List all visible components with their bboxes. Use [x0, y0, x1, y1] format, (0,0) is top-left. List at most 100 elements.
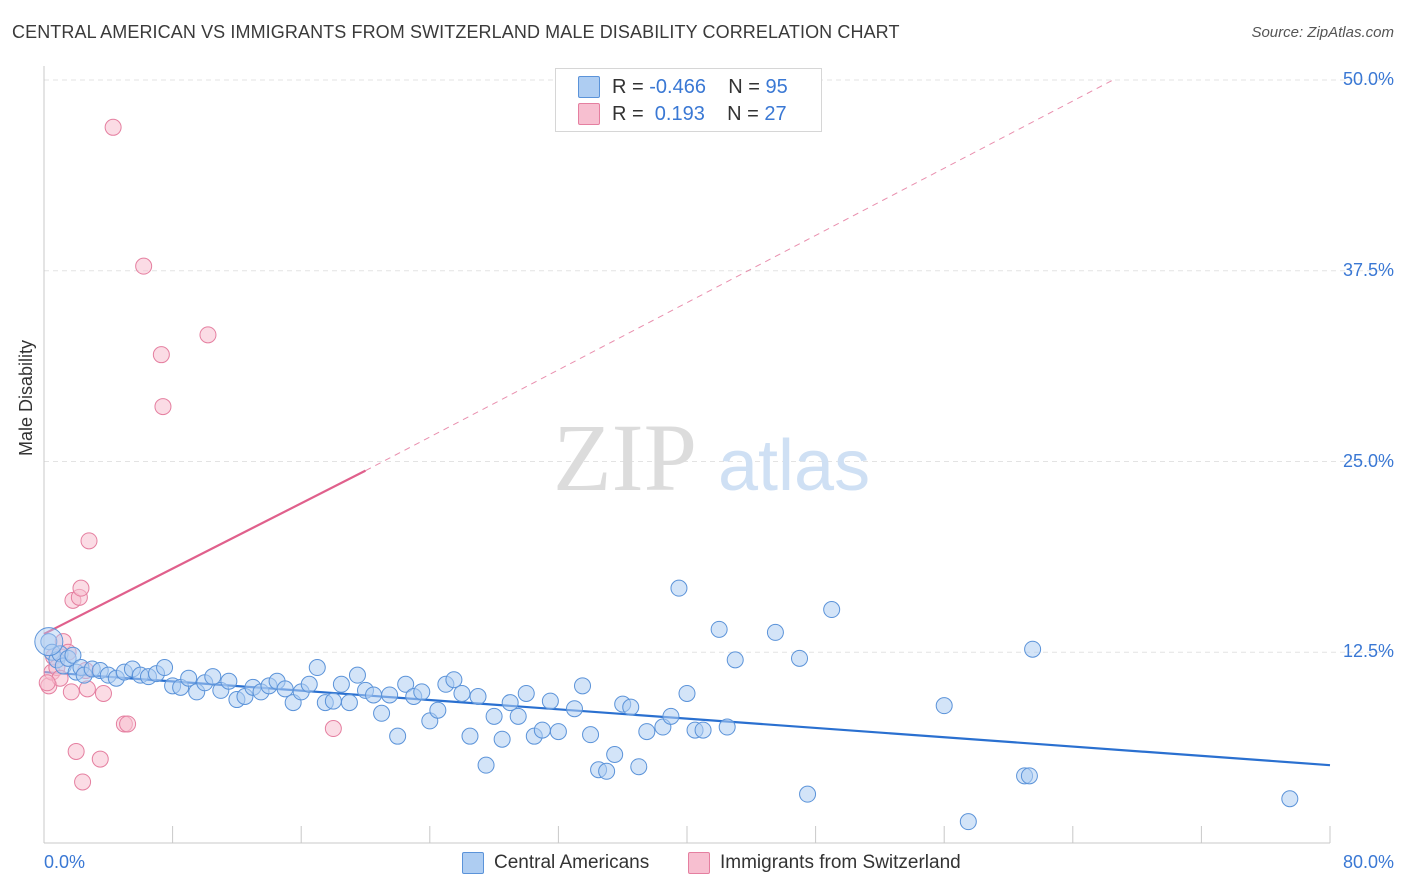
- point-central-americans: [485, 707, 503, 725]
- point-central-americans: [959, 813, 977, 831]
- y-tick-label: 37.5%: [1342, 259, 1394, 280]
- point-central-americans: [373, 704, 391, 722]
- point-central-americans: [461, 727, 479, 745]
- point-central-americans: [823, 601, 841, 619]
- source-label: Source: ZipAtlas.com: [1251, 24, 1394, 41]
- point-central-americans: [799, 785, 817, 803]
- point-immigrants-switzerland: [91, 750, 109, 768]
- point-central-americans: [726, 651, 744, 669]
- y-tick-label: 25.0%: [1342, 450, 1394, 471]
- legend-n-value: 95: [765, 75, 788, 98]
- watermark: ZIP atlas: [553, 404, 870, 511]
- point-central-americans: [606, 745, 624, 763]
- grid-lines: [44, 79, 1392, 653]
- point-central-americans: [598, 762, 616, 780]
- point-central-americans: [533, 721, 551, 739]
- axes: [43, 66, 1331, 844]
- point-central-americans: [501, 694, 519, 712]
- point-central-americans: [381, 686, 399, 704]
- point-central-americans: [300, 675, 318, 693]
- point-central-americans: [582, 726, 600, 744]
- point-central-americans: [565, 700, 583, 718]
- point-central-americans-cluster: [34, 627, 64, 657]
- point-central-americans: [220, 672, 238, 690]
- legend-swatch-blue: [462, 852, 484, 874]
- point-central-americans: [791, 649, 809, 667]
- point-central-americans: [204, 668, 222, 686]
- point-immigrants-switzerland: [72, 579, 90, 597]
- y-tick-label: 12.5%: [1342, 641, 1394, 662]
- point-immigrants-switzerland: [62, 683, 80, 701]
- watermark-atlas: atlas: [718, 426, 870, 506]
- point-central-americans: [413, 683, 431, 701]
- point-central-americans: [348, 666, 366, 684]
- point-central-americans: [670, 579, 688, 597]
- legend-label-central: Central Americans: [494, 852, 650, 873]
- point-immigrants-switzerland: [74, 773, 92, 791]
- legend-r-label: R =: [612, 102, 650, 125]
- point-immigrants-switzerland: [199, 326, 217, 344]
- point-central-americans: [156, 659, 174, 677]
- point-central-americans: [332, 675, 350, 693]
- point-central-americans: [1020, 767, 1038, 785]
- point-central-americans: [429, 701, 447, 719]
- point-immigrants-switzerland: [135, 257, 153, 275]
- series-central-americans: [34, 579, 1299, 831]
- legend-n-label: N =: [727, 102, 765, 125]
- watermark-zip: ZIP: [553, 404, 697, 511]
- point-central-americans: [340, 694, 358, 712]
- y-tick-label: 50.0%: [1342, 69, 1394, 89]
- point-central-americans: [445, 671, 463, 689]
- point-central-americans: [477, 756, 495, 774]
- point-central-americans: [574, 677, 592, 695]
- point-immigrants-switzerland: [104, 118, 122, 136]
- point-central-americans: [710, 620, 728, 638]
- point-central-americans: [1024, 640, 1042, 658]
- legend-item-central-americans[interactable]: Central Americans: [462, 850, 649, 876]
- point-central-americans: [509, 707, 527, 725]
- point-immigrants-switzerland: [94, 684, 112, 702]
- point-central-americans: [1281, 790, 1299, 808]
- point-central-americans: [630, 758, 648, 776]
- point-immigrants-switzerland: [38, 674, 56, 692]
- point-central-americans: [662, 707, 680, 725]
- legend-n-value: 27: [764, 102, 787, 125]
- point-central-americans: [324, 692, 342, 710]
- point-immigrants-switzerland: [152, 346, 170, 364]
- legend-n-label: N =: [728, 75, 766, 98]
- point-central-americans: [541, 692, 559, 710]
- correlation-legend: R = -0.466 N = 95 R = 0.193 N = 27: [555, 68, 822, 132]
- point-central-americans: [365, 686, 383, 704]
- legend-r-value: -0.466: [649, 75, 706, 98]
- x-tick-label-max: 80.0%: [1342, 852, 1394, 872]
- point-central-americans: [718, 718, 736, 736]
- chart-title: CENTRAL AMERICAN VS IMMIGRANTS FROM SWIT…: [12, 22, 900, 42]
- point-central-americans: [517, 684, 535, 702]
- point-immigrants-switzerland: [80, 532, 98, 550]
- point-immigrants-switzerland: [324, 720, 342, 738]
- legend-swatch-pink: [578, 103, 600, 125]
- point-immigrants-switzerland: [119, 715, 137, 733]
- point-central-americans: [549, 723, 567, 741]
- point-central-americans: [694, 721, 712, 739]
- point-central-americans: [397, 675, 415, 693]
- x-tick-label-min: 0.0%: [44, 852, 86, 872]
- point-central-americans: [453, 684, 471, 702]
- point-central-americans: [638, 723, 656, 741]
- legend-r-label: R =: [612, 75, 650, 98]
- point-central-americans: [766, 623, 784, 641]
- point-central-americans: [493, 730, 511, 748]
- point-immigrants-switzerland: [67, 742, 85, 760]
- point-immigrants-switzerland: [154, 398, 172, 416]
- legend-item-immigrants-switzerland[interactable]: Immigrants from Switzerland: [688, 850, 961, 876]
- point-central-americans: [935, 697, 953, 715]
- legend-r-value: 0.193: [649, 102, 705, 125]
- point-central-americans: [678, 684, 696, 702]
- legend-swatch-pink: [688, 852, 710, 874]
- point-central-americans: [276, 680, 294, 698]
- legend-swatch-blue: [578, 76, 600, 98]
- point-central-americans: [469, 688, 487, 706]
- trend-line-immigrants-switzerland: [43, 469, 366, 635]
- point-central-americans: [308, 659, 326, 677]
